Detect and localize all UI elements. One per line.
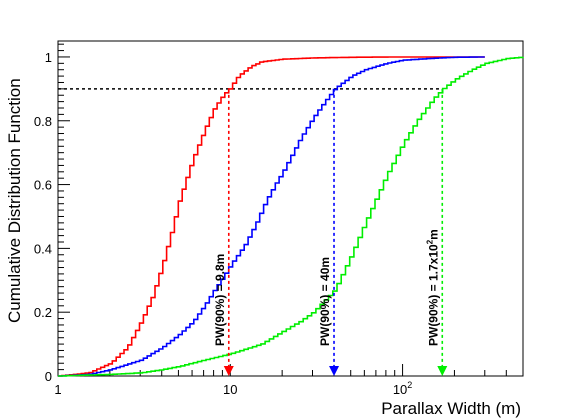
pw90-marker-arrow [437, 366, 448, 376]
pw90-label: PW(90%) = 1.7x102m [425, 229, 440, 346]
pw90-marker-arrow [329, 366, 340, 376]
y-tick-label: 0.2 [34, 305, 52, 320]
y-tick-label: 0.8 [34, 114, 52, 129]
x-tick-label: 10 [223, 382, 237, 397]
y-tick-label: 0 [45, 369, 52, 384]
y-axis-title: Cumulative Distribution Function [5, 78, 24, 323]
plot-frame [57, 40, 524, 377]
cdf-series-line [58, 56, 485, 377]
x-axis-title: Parallax Width (m) [381, 399, 521, 418]
axis-ticks [57, 43, 524, 377]
cdf-series-line [58, 56, 485, 377]
marker-group: PW(90%) = 9.8m PW(90%) = 40m PW(90%) = 1.7… [213, 88, 448, 376]
pw90-marker-arrow [223, 366, 234, 376]
pw90-label: PW(90%) = 9.8m [213, 254, 227, 346]
pw90-label: PW(90%) = 40m [318, 257, 332, 346]
cdf-series-line [58, 56, 524, 377]
x-tick-label: 102 [393, 380, 412, 397]
x-tick-label: 1 [54, 382, 61, 397]
series-group [58, 56, 524, 377]
y-tick-label: 0.4 [34, 241, 52, 256]
y-tick-label: 1 [45, 50, 52, 65]
y-tick-label: 0.6 [34, 178, 52, 193]
